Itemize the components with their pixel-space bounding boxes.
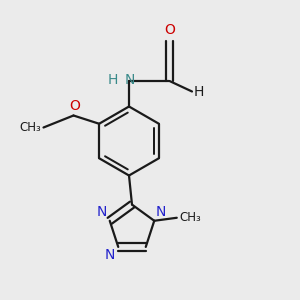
Text: N: N [124,74,135,87]
Text: CH₃: CH₃ [179,211,201,224]
Text: H: H [107,74,118,87]
Text: N: N [105,248,115,262]
Text: H: H [194,85,204,99]
Text: CH₃: CH₃ [19,121,41,134]
Text: N: N [156,205,166,219]
Text: N: N [96,205,107,219]
Text: O: O [164,23,175,37]
Text: O: O [69,99,80,113]
